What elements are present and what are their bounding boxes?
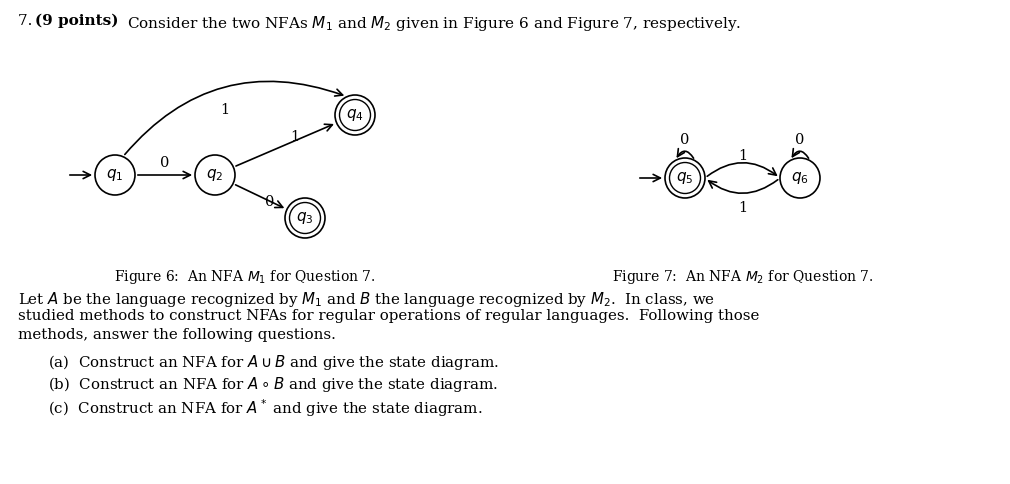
Circle shape bbox=[95, 155, 135, 195]
Circle shape bbox=[665, 158, 705, 198]
Text: 1: 1 bbox=[291, 130, 300, 144]
Text: $q_1$: $q_1$ bbox=[106, 167, 123, 183]
Text: 0: 0 bbox=[161, 156, 170, 170]
Circle shape bbox=[285, 198, 325, 238]
Circle shape bbox=[780, 158, 820, 198]
Text: 1: 1 bbox=[738, 149, 747, 163]
Text: 0: 0 bbox=[795, 133, 805, 147]
Text: Let $A$ be the language recognized by $M_1$ and $B$ the language recognized by $: Let $A$ be the language recognized by $M… bbox=[18, 290, 715, 309]
Text: $q_6$: $q_6$ bbox=[791, 170, 809, 186]
Circle shape bbox=[195, 155, 235, 195]
Text: methods, answer the following questions.: methods, answer the following questions. bbox=[18, 328, 336, 342]
Text: (b)  Construct an NFA for $A \circ B$ and give the state diagram.: (b) Construct an NFA for $A \circ B$ and… bbox=[48, 375, 498, 394]
Text: studied methods to construct NFAs for regular operations of regular languages.  : studied methods to construct NFAs for re… bbox=[18, 309, 760, 323]
Text: (c)  Construct an NFA for $A^*$ and give the state diagram.: (c) Construct an NFA for $A^*$ and give … bbox=[48, 397, 483, 419]
Text: 1: 1 bbox=[220, 103, 229, 117]
Text: 0: 0 bbox=[681, 133, 690, 147]
Text: 1: 1 bbox=[738, 201, 747, 215]
Text: Figure 7:  An NFA $M_2$ for Question 7.: Figure 7: An NFA $M_2$ for Question 7. bbox=[612, 268, 874, 286]
Text: (9 points): (9 points) bbox=[35, 14, 118, 29]
Text: $q_4$: $q_4$ bbox=[346, 107, 364, 123]
Text: 7.: 7. bbox=[18, 14, 42, 28]
Text: Consider the two NFAs $M_1$ and $M_2$ given in Figure 6 and Figure 7, respective: Consider the two NFAs $M_1$ and $M_2$ gi… bbox=[127, 14, 741, 33]
Text: $q_2$: $q_2$ bbox=[206, 167, 223, 183]
Text: (a)  Construct an NFA for $A \cup B$ and give the state diagram.: (a) Construct an NFA for $A \cup B$ and … bbox=[48, 353, 499, 372]
Text: Figure 6:  An NFA $M_1$ for Question 7.: Figure 6: An NFA $M_1$ for Question 7. bbox=[114, 268, 376, 286]
Text: $q_5$: $q_5$ bbox=[677, 170, 694, 186]
Circle shape bbox=[335, 95, 375, 135]
Text: $q_3$: $q_3$ bbox=[296, 210, 314, 226]
Text: 0: 0 bbox=[266, 195, 275, 209]
